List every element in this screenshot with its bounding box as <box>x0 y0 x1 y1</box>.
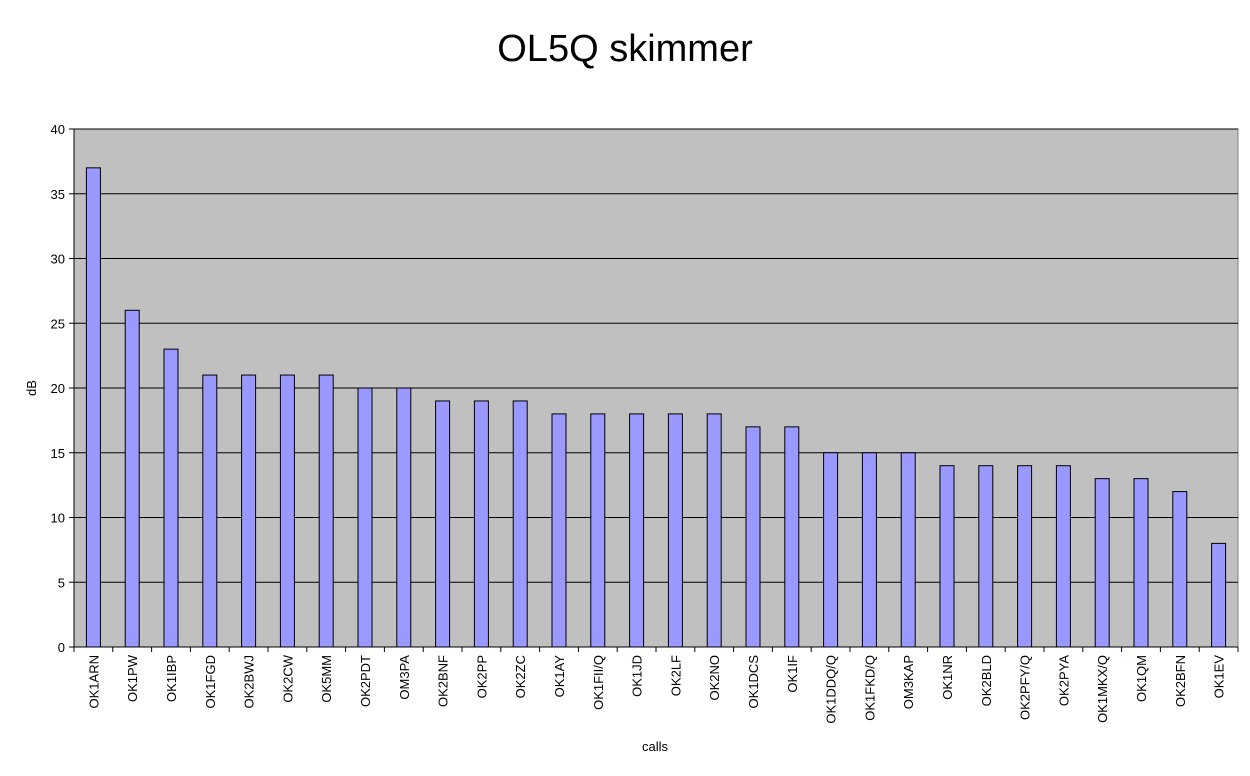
x-tick-label: OK5MM <box>319 655 334 703</box>
x-tick-label: OK2BFN <box>1173 655 1188 707</box>
x-tick-label: OK1AY <box>552 655 567 698</box>
x-tick-label: OK1EV <box>1212 655 1227 699</box>
x-tick-label: OK2BNF <box>436 655 451 707</box>
y-tick-label: 15 <box>51 446 65 461</box>
bar-ok2no <box>706 413 722 648</box>
y-tick-label: 35 <box>51 187 65 202</box>
x-tick-label: OK2PP <box>474 655 489 698</box>
bars <box>85 167 1227 648</box>
bar-ok2bfn <box>1172 491 1188 648</box>
x-tick-label: OK1DCS <box>746 655 761 709</box>
bar-om3kap <box>900 452 916 648</box>
bar-ok1fgd <box>202 374 218 648</box>
x-tick-label: OK1ARN <box>86 655 101 708</box>
bar-om3pa <box>396 387 412 648</box>
x-tick-label: OK2NO <box>707 655 722 701</box>
x-tick-label: OK2PYA <box>1056 655 1071 706</box>
x-tick-label: OK1QM <box>1134 655 1149 702</box>
bar-ok1dcs <box>745 426 761 648</box>
bar-ok1ibp <box>163 348 179 648</box>
x-tick-label: OK1DDQ/Q <box>824 655 839 724</box>
bar-ok1mkxq <box>1094 478 1110 648</box>
x-tick-label: OK2BLD <box>979 655 994 706</box>
bar-ok1pw <box>124 309 140 648</box>
bar-ok2pp <box>473 400 489 648</box>
bar-ok2pfyq <box>1017 465 1033 648</box>
bar-ok1qm <box>1133 478 1149 648</box>
bar-ok2cw <box>279 374 295 648</box>
x-tick-label: OK1IBP <box>164 655 179 702</box>
bar-ok1fiiq <box>590 413 606 648</box>
x-tick-label: OK2PDT <box>358 655 373 707</box>
bar-ok2lf <box>667 413 683 648</box>
x-tick-label: OK2ZC <box>513 655 528 698</box>
x-tick-label: OK1IF <box>785 655 800 693</box>
x-tick-label: OK2PFY/Q <box>1018 655 1033 720</box>
bar-ok1ddqq <box>823 452 839 648</box>
x-axis-label: calls <box>642 739 669 754</box>
y-tick-label: 25 <box>51 316 65 331</box>
grid-lines <box>74 128 1238 583</box>
bar-ok1fkdq <box>861 452 877 648</box>
y-tick-label: 20 <box>51 381 65 396</box>
bar-ok2zc <box>512 400 528 648</box>
bar-ok2bnf <box>435 400 451 648</box>
x-tick-label: OK1FGD <box>203 655 218 708</box>
bar-ok1jd <box>629 413 645 648</box>
bar-ok1nr <box>939 465 955 648</box>
y-tick-label: 30 <box>51 252 65 267</box>
bar-ok1if <box>784 426 800 648</box>
chart-title: OL5Q skimmer <box>497 28 753 70</box>
y-tick-label: 0 <box>58 640 65 655</box>
x-tick-label: OK1JD <box>630 655 645 697</box>
x-tick-label: OK2CW <box>280 654 295 702</box>
bar-ok1ay <box>551 413 567 648</box>
bar-ok2pdt <box>357 387 373 648</box>
x-axis: OK1ARN OK1PW OK1IBP OK1FGD OK2BWJ OK2CW OK5MM O… <box>73 646 1239 724</box>
bar-ok5mm <box>318 374 334 648</box>
y-tick-label: 10 <box>51 511 65 526</box>
y-axis-label: dB <box>24 380 39 396</box>
bar-ok2bwj <box>241 374 257 648</box>
y-tick-label: 5 <box>58 575 65 590</box>
x-tick-label: OK2BWJ <box>242 655 257 708</box>
x-tick-label: OK1FKD/Q <box>862 655 877 721</box>
x-tick-label: OK1FII/Q <box>591 655 606 710</box>
x-tick-label: OK2LF <box>668 655 683 696</box>
y-tick-label: 40 <box>51 122 65 137</box>
x-tick-label: OK1NR <box>940 655 955 700</box>
x-tick-label: OK1MKX/Q <box>1095 655 1110 723</box>
bar-ok1arn <box>85 167 101 648</box>
bar-ok1ev <box>1211 542 1227 648</box>
x-tick-label: OM3PA <box>397 655 412 700</box>
x-tick-label: OK1PW <box>125 654 140 702</box>
y-axis: 0 5 10 15 20 25 30 35 40 <box>51 122 75 655</box>
x-tick-label: OM3KAP <box>901 655 916 709</box>
bar-ok2bld <box>978 465 994 648</box>
bar-ok2pya <box>1055 465 1071 648</box>
